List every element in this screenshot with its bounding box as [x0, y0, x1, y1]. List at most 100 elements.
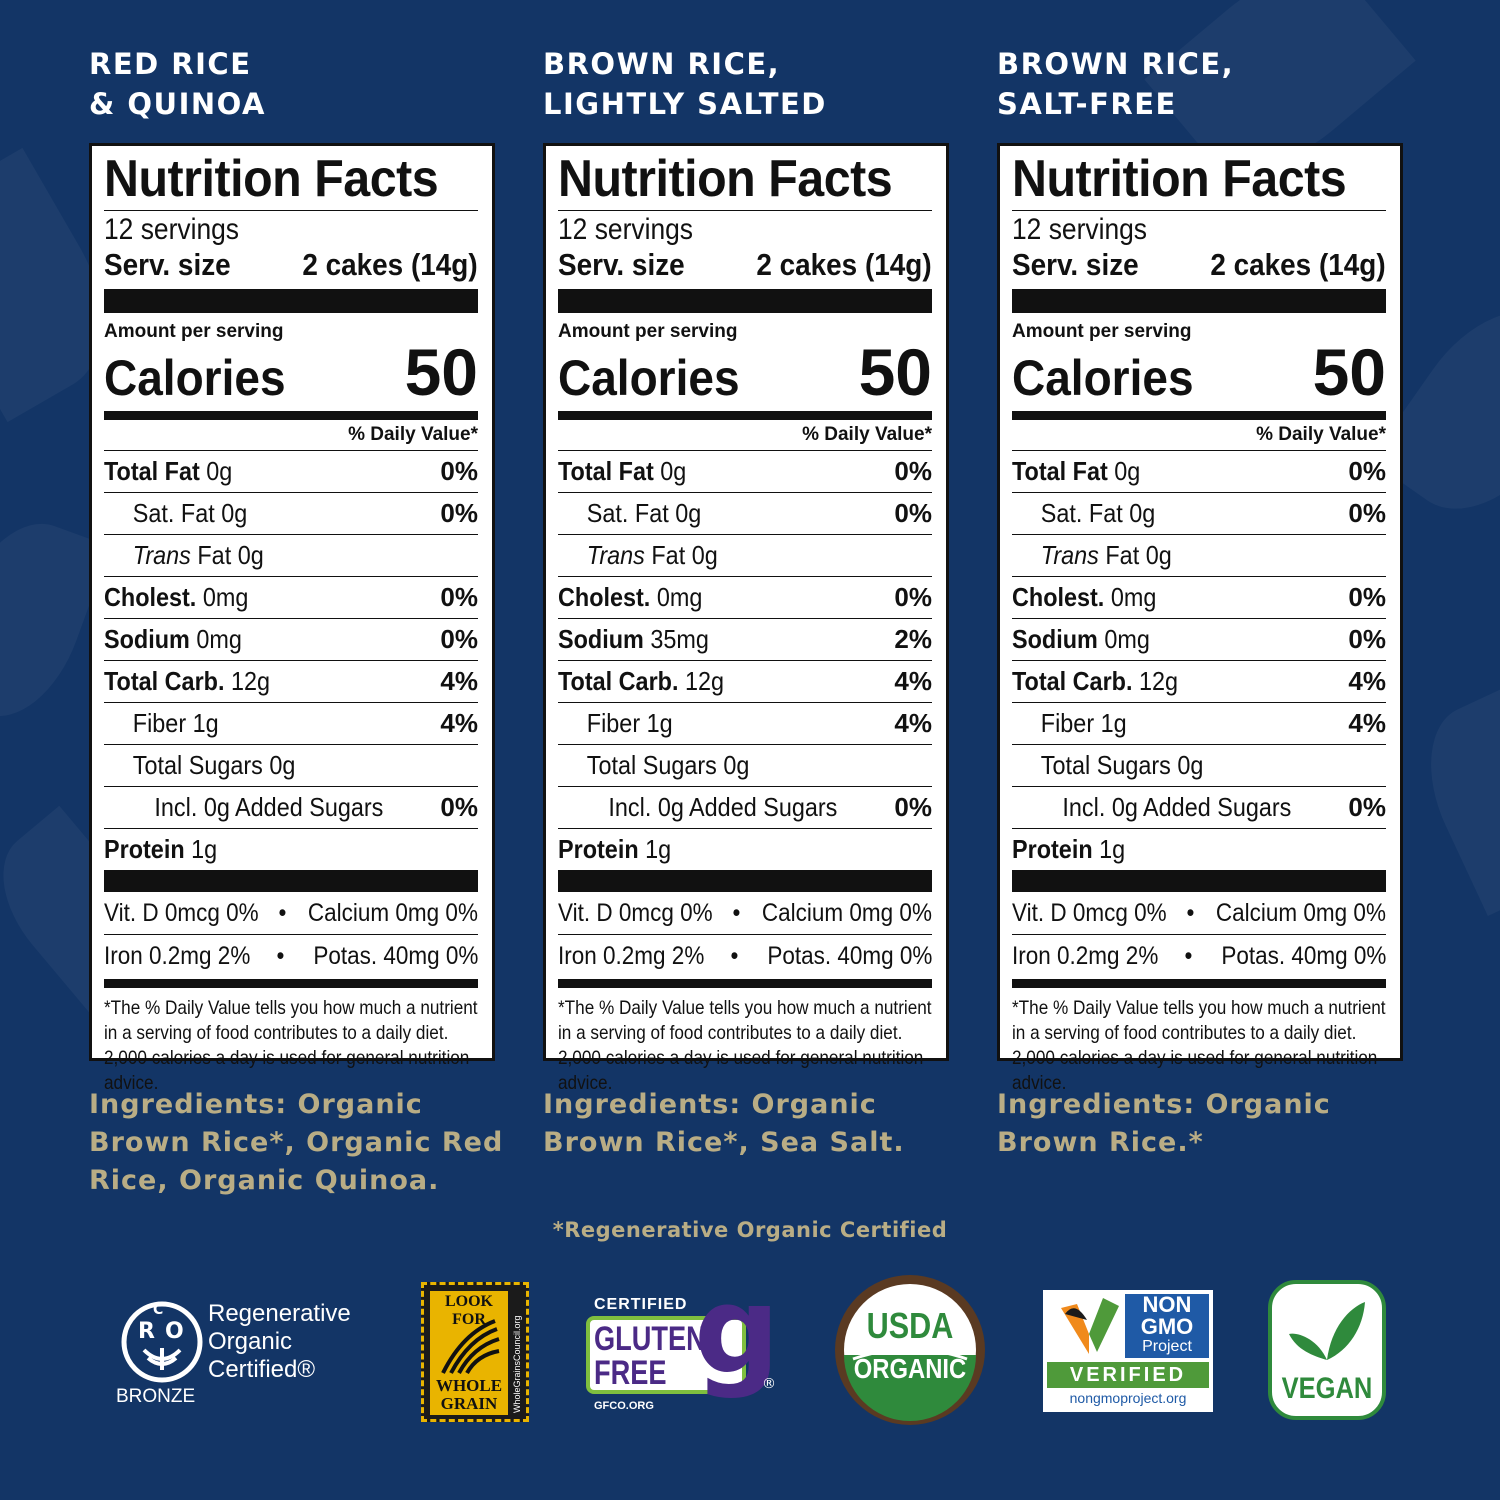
nutrient-dv: 4%	[440, 708, 478, 738]
nutrient-row-sodium: Sodium 0mg 0%	[1012, 618, 1386, 660]
thick-divider	[1012, 870, 1386, 892]
nutrient-row-sodium: Sodium 35mg 2%	[558, 618, 932, 660]
vitamins-row-1: Vit. D 0mcg 0% • Calcium 0mg 0%	[104, 892, 478, 934]
amount-per-serving: Amount per serving	[1012, 321, 1192, 342]
nutrient-row-total-sugars: Total Sugars 0g	[104, 744, 478, 786]
nutrient-label: Cholest.	[1012, 582, 1105, 612]
medium-divider	[558, 411, 932, 420]
nutrient-label: Fiber 1g	[586, 708, 673, 738]
nutrient-row-total-carb: Total Carb. 12g 4%	[558, 660, 932, 702]
nutrient-amount: 1g	[645, 834, 672, 864]
nutrient-row-trans-fat: Trans Fat 0g	[1012, 534, 1386, 576]
gf-gluten: GLUTEN	[594, 1320, 706, 1358]
vitamin-d: Vit. D 0mcg 0%	[558, 898, 713, 927]
daily-value-footnote: *The % Daily Value tells you how much a …	[104, 997, 478, 1094]
calories-value: 50	[1312, 335, 1386, 409]
serving-size-row: Serv. size 2 cakes (14g)	[1012, 247, 1386, 283]
nutrient-dv: 4%	[894, 708, 932, 738]
nutrient-amount: 1g	[191, 834, 218, 864]
nutrient-amount: 0g	[206, 456, 233, 486]
nutrient-amount: 0mg	[1110, 582, 1157, 612]
calories-value: 50	[858, 335, 932, 409]
roc-emblem-icon: R O C	[121, 1301, 203, 1383]
nutrient-label: Total Carb.	[1012, 666, 1133, 696]
servings-count: 12 servings	[1012, 213, 1148, 246]
nutrient-label: Protein	[558, 834, 639, 864]
bullet: •	[732, 898, 741, 927]
nutrient-row-total-carb: Total Carb. 12g 4%	[1012, 660, 1386, 702]
nutrient-label: Sat. Fat 0g	[132, 498, 248, 528]
nutrient-label: Sat. Fat 0g	[586, 498, 702, 528]
nutrient-dv: 0%	[894, 498, 932, 528]
nutrient-amount: 0mg	[196, 624, 242, 654]
nutrient-label: Total Carb.	[104, 666, 225, 696]
gf-free: FREE	[594, 1354, 667, 1392]
serving-size-label: Serv. size	[104, 247, 231, 282]
nutrient-label: Fat 0g	[651, 540, 718, 570]
calories-label: Calories	[104, 350, 286, 406]
ngmo-site: nongmoproject.org	[1069, 1390, 1187, 1406]
calories-row: Calories 50	[558, 339, 932, 407]
whole-grain-site: WholeGrainsCouncil.org	[512, 1315, 522, 1413]
nutrient-label: Sat. Fat 0g	[1040, 498, 1156, 528]
thick-divider	[104, 870, 478, 892]
nutrient-amount: 35mg	[650, 624, 709, 654]
nutrient-label: Total Sugars 0g	[1040, 750, 1204, 780]
nutrient-amount: 12g	[1138, 666, 1179, 696]
daily-value-footnote: *The % Daily Value tells you how much a …	[558, 997, 932, 1094]
vitamin-d: Vit. D 0mcg 0%	[104, 898, 259, 927]
nutrient-label: Sodium	[1012, 624, 1098, 654]
nutrient-label: Fiber 1g	[132, 708, 219, 738]
nutrient-label: Total Carb.	[558, 666, 679, 696]
nutrient-amount: 0mg	[656, 582, 703, 612]
nutrient-amount: 12g	[684, 666, 725, 696]
ngmo-gmo: GMO	[1140, 1314, 1194, 1339]
iron: Iron 0.2mg 2%	[1012, 941, 1159, 970]
nutrient-row-total-fat: Total Fat 0g 0%	[558, 450, 932, 492]
calories-label: Calories	[1012, 350, 1194, 406]
nutrient-row-sat-fat: Sat. Fat 0g 0%	[104, 492, 478, 534]
nutrient-label: Fat 0g	[1105, 540, 1172, 570]
nutrient-amount: 0g	[660, 456, 687, 486]
whole-grain-top: LOOK FOR	[444, 1293, 493, 1328]
daily-value-header: % Daily Value*	[802, 424, 932, 445]
nutrient-dv: 4%	[1348, 708, 1386, 738]
medium-divider	[104, 411, 478, 420]
ingredients-text: Ingredients: Organic Brown Rice*, Organi…	[89, 1089, 504, 1196]
nutrient-dv: 0%	[1348, 582, 1386, 612]
nutrient-label: Cholest.	[104, 582, 197, 612]
nutrient-label: Total Sugars 0g	[132, 750, 296, 780]
amount-per-serving: Amount per serving	[558, 321, 738, 342]
nutrition-facts-panel: Nutrition Facts 12 servings Serv. size 2…	[89, 143, 495, 1094]
nutrient-dv: 4%	[894, 666, 932, 696]
vegan-text: VEGAN	[1281, 1372, 1373, 1405]
thick-divider	[558, 289, 932, 313]
nutrient-row-total-fat: Total Fat 0g 0%	[1012, 450, 1386, 492]
thick-divider	[104, 289, 478, 313]
bullet: •	[278, 898, 287, 927]
whole-grain-word: GRAIN	[440, 1394, 498, 1413]
nutrient-dv: 0%	[894, 456, 932, 486]
nutrient-row-sat-fat: Sat. Fat 0g 0%	[558, 492, 932, 534]
gf-registered: ®	[762, 1376, 776, 1392]
medium-divider	[104, 979, 478, 988]
serving-size-value: 2 cakes (14g)	[756, 247, 932, 282]
serving-size-label: Serv. size	[558, 247, 685, 282]
trans-label: Trans	[586, 540, 645, 570]
calories-row: Calories 50	[1012, 339, 1386, 407]
nutrient-row-total-fat: Total Fat 0g 0%	[104, 450, 478, 492]
nutrient-label: Total Fat	[104, 456, 200, 486]
roc-letter-r: R	[138, 1319, 155, 1344]
calories-label: Calories	[558, 350, 740, 406]
nutrient-row-added-sugars: Incl. 0g Added Sugars 0%	[104, 786, 478, 828]
nutrient-dv: 0%	[1348, 498, 1386, 528]
nutrient-dv: 0%	[1348, 792, 1386, 822]
nutrient-dv: 0%	[440, 624, 478, 654]
nutrient-row-trans-fat: Trans Fat 0g	[104, 534, 478, 576]
usda-seal-icon	[835, 1275, 985, 1425]
nutrient-label: Protein	[104, 834, 185, 864]
vitamins-row-2: Iron 0.2mg 2% • Potas. 40mg 0%	[104, 935, 478, 977]
regenerative-organic-certified-logo: R O C Regenerative Organic Certified® BR…	[112, 1298, 372, 1413]
bullet: •	[276, 941, 285, 970]
nutrient-row-trans-fat: Trans Fat 0g	[558, 534, 932, 576]
